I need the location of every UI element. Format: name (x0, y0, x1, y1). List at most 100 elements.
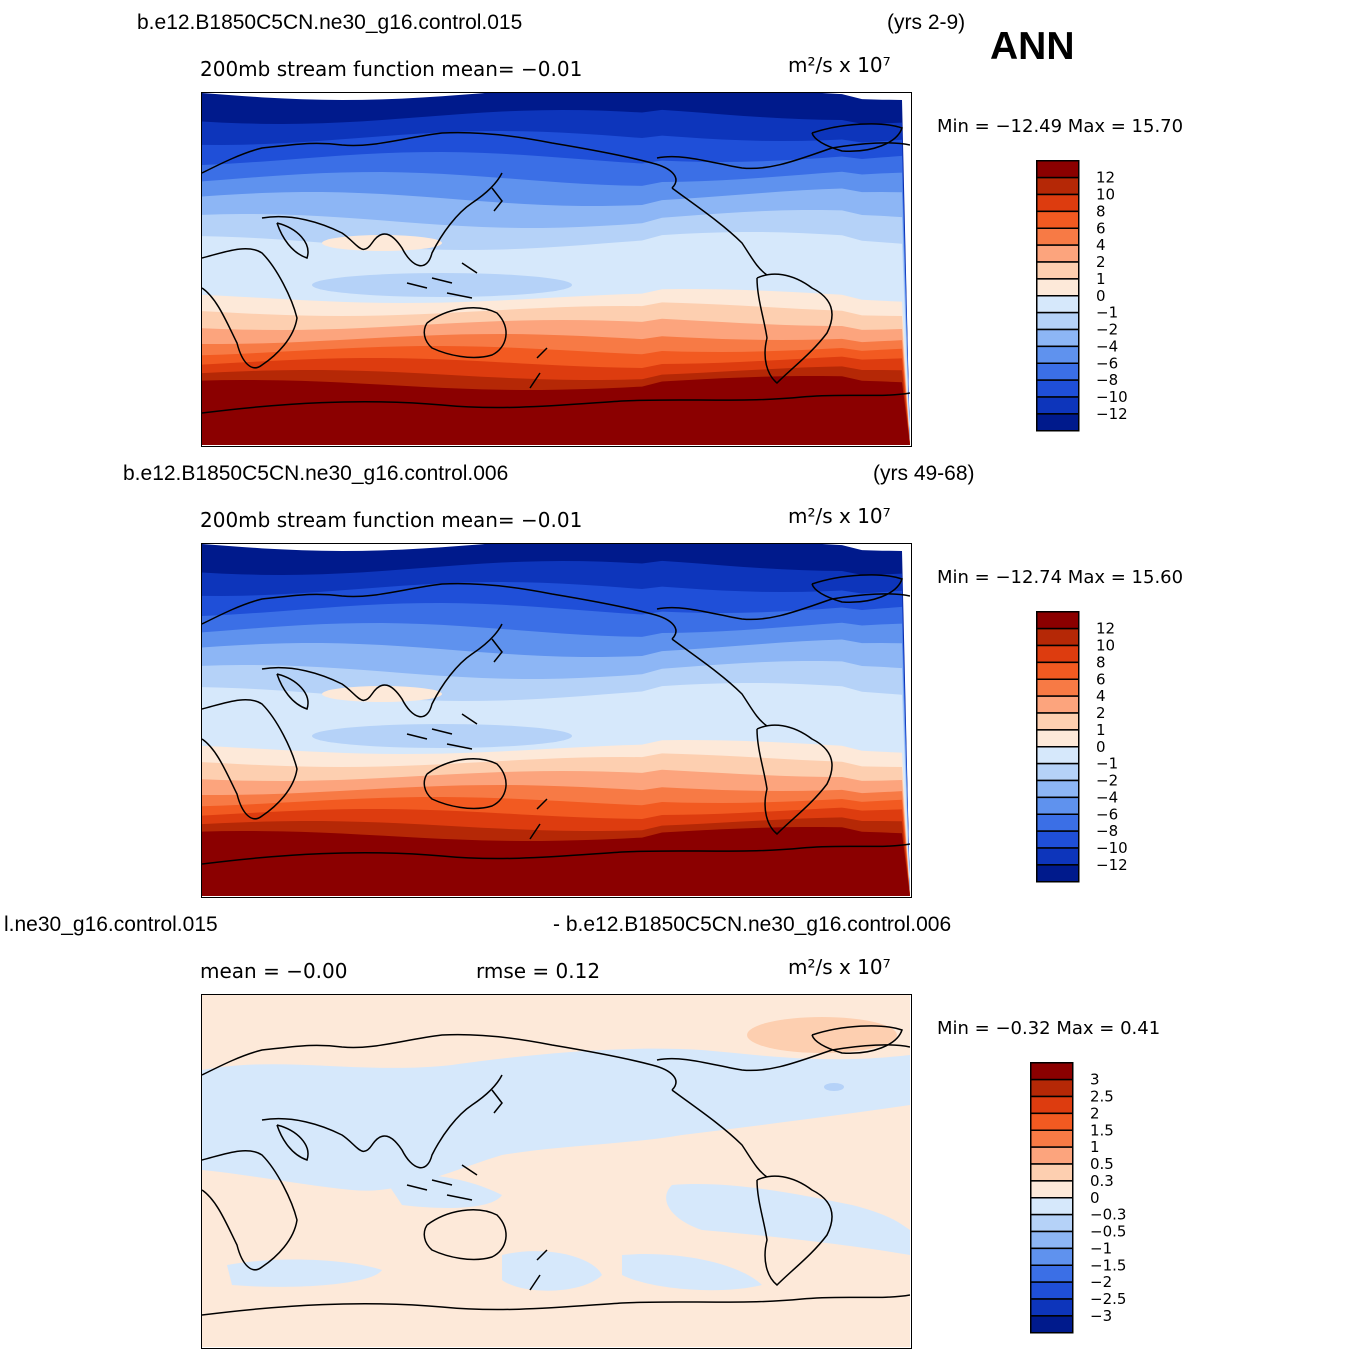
contour-fill (202, 995, 910, 1347)
colorbar-box (1030, 1264, 1074, 1283)
coastline (406, 713, 478, 750)
coastline (811, 1025, 903, 1054)
colorbar-box (1030, 1095, 1074, 1115)
colorbar-box (1036, 627, 1080, 647)
colorbar-box (1036, 611, 1080, 630)
colorbar-box (1036, 729, 1080, 748)
colorbar-tick-label: 2 (1096, 704, 1106, 722)
colorbar-tick-label: −2 (1096, 321, 1118, 339)
colorbar-tick-label: −10 (1096, 839, 1128, 857)
colorbar-box (1036, 295, 1080, 314)
colorbar-tick-label: −2 (1090, 1273, 1112, 1291)
colorbar-tick-label: −0.5 (1090, 1223, 1126, 1241)
colorbar-box (1030, 1247, 1074, 1266)
map-plot (201, 92, 912, 447)
coastline (202, 843, 910, 865)
colorbar-box (1030, 1298, 1074, 1317)
contour-patch (502, 1251, 602, 1291)
coastline (276, 1124, 309, 1161)
case-label: b.e12.B1850C5CN.ne30_g16.control.006 (123, 462, 509, 485)
colorbar-box (1036, 864, 1080, 883)
colorbar-box (1030, 1163, 1074, 1182)
colorbar-box (1036, 227, 1080, 246)
units-label: m²/s x 10⁷ (788, 955, 891, 979)
subtitle-left: 200mb stream function mean= −0.01 (200, 57, 583, 81)
colorbar-tick-label: 6 (1096, 670, 1106, 688)
coastline (491, 187, 503, 212)
colorbar-tick-label: 0 (1096, 738, 1106, 756)
contour-patch (227, 1259, 382, 1287)
coastline (529, 1249, 548, 1291)
colorbar-tick-label: −4 (1096, 788, 1118, 806)
coastline (202, 1149, 298, 1271)
contour-patch (747, 1017, 897, 1053)
coastline (202, 1033, 677, 1091)
minmax-label: Min = −0.32 Max = 0.41 (937, 1018, 1161, 1039)
case-label: l.ne30_g16.control.015 (4, 913, 218, 936)
colorbar-tick-label: −6 (1096, 805, 1118, 823)
coastline (756, 273, 833, 385)
coastline (656, 1044, 910, 1178)
colorbar-tick-label: −12 (1096, 405, 1128, 423)
coastline (202, 1294, 910, 1316)
coastline (202, 131, 677, 189)
minmax-label: Min = −12.74 Max = 15.60 (937, 567, 1184, 588)
colorbar-tick-label: 1 (1090, 1138, 1100, 1156)
coastline (202, 582, 677, 640)
colorbar-tick-label: −12 (1096, 856, 1128, 874)
coastline (491, 638, 503, 663)
colorbar-box (1036, 847, 1080, 866)
coastline (261, 623, 503, 718)
coastline (756, 724, 833, 836)
contour-patch (322, 686, 442, 702)
contour-patch (312, 273, 572, 297)
colorbar-tick-label: 1 (1096, 270, 1106, 288)
colorbar-tick-label: −0.3 (1090, 1206, 1126, 1224)
colorbar-box (1030, 1146, 1074, 1165)
colorbar-tick-label: 0.3 (1090, 1172, 1114, 1190)
colorbar-box (1030, 1197, 1074, 1216)
colorbar-box (1036, 193, 1080, 213)
colorbar-tick-label: −8 (1096, 371, 1118, 389)
years-label: (yrs 49-68) (873, 462, 975, 485)
contour-band (202, 827, 910, 896)
colorbar: 12 10 8 6 4 2 1 0 −1 −2 −4 −6 −8 −10 −12 (1036, 160, 1156, 440)
colorbar-tick-label: −1.5 (1090, 1256, 1126, 1274)
colorbar-tick-label: −10 (1096, 388, 1128, 406)
difference-label: - b.e12.B1850C5CN.ne30_g16.control.006 (553, 913, 952, 936)
coastline (202, 698, 298, 820)
contour-patch (322, 235, 442, 251)
colorbar-tick-label: 4 (1096, 687, 1106, 705)
coastline (491, 1089, 503, 1114)
colorbar-tick-label: 0.5 (1090, 1155, 1114, 1173)
colorbar-box (1030, 1230, 1074, 1250)
colorbar-box (1030, 1315, 1074, 1334)
colorbar-svg: 32.521.510.50.30−0.3−0.5−1−1.5−2−2.5−3 (1030, 1062, 1126, 1334)
colorbar-box (1030, 1213, 1074, 1233)
colorbar-box (1036, 746, 1080, 765)
contour-patch (202, 1048, 910, 1191)
contour-patch (622, 1254, 762, 1291)
colorbar-box (1036, 830, 1080, 849)
colorbar-box (1036, 311, 1080, 331)
colorbar-box (1036, 813, 1080, 832)
colorbar-box (1036, 396, 1080, 415)
minmax-label: Min = −12.49 Max = 15.70 (937, 116, 1184, 137)
colorbar-box (1036, 762, 1080, 782)
colorbar-box (1036, 244, 1080, 263)
colorbar-tick-label: −1 (1096, 755, 1118, 773)
colorbar-box (1036, 362, 1080, 381)
years-label: (yrs 2-9) (887, 11, 966, 34)
mean-label: mean = −0.00 (200, 959, 348, 983)
colorbar-box (1036, 796, 1080, 815)
colorbar-tick-label: −1 (1090, 1239, 1112, 1257)
colorbar-box (1036, 695, 1080, 714)
coastline (261, 172, 503, 267)
colorbar: 12 10 8 6 4 2 1 0 −1 −2 −4 −6 −8 −10 −12 (1036, 611, 1156, 891)
colorbar-box (1036, 278, 1080, 297)
colorbar-box (1030, 1180, 1074, 1199)
colorbar-tick-label: 8 (1096, 653, 1106, 671)
colorbar-box (1036, 328, 1080, 348)
colorbar-box (1030, 1078, 1074, 1098)
